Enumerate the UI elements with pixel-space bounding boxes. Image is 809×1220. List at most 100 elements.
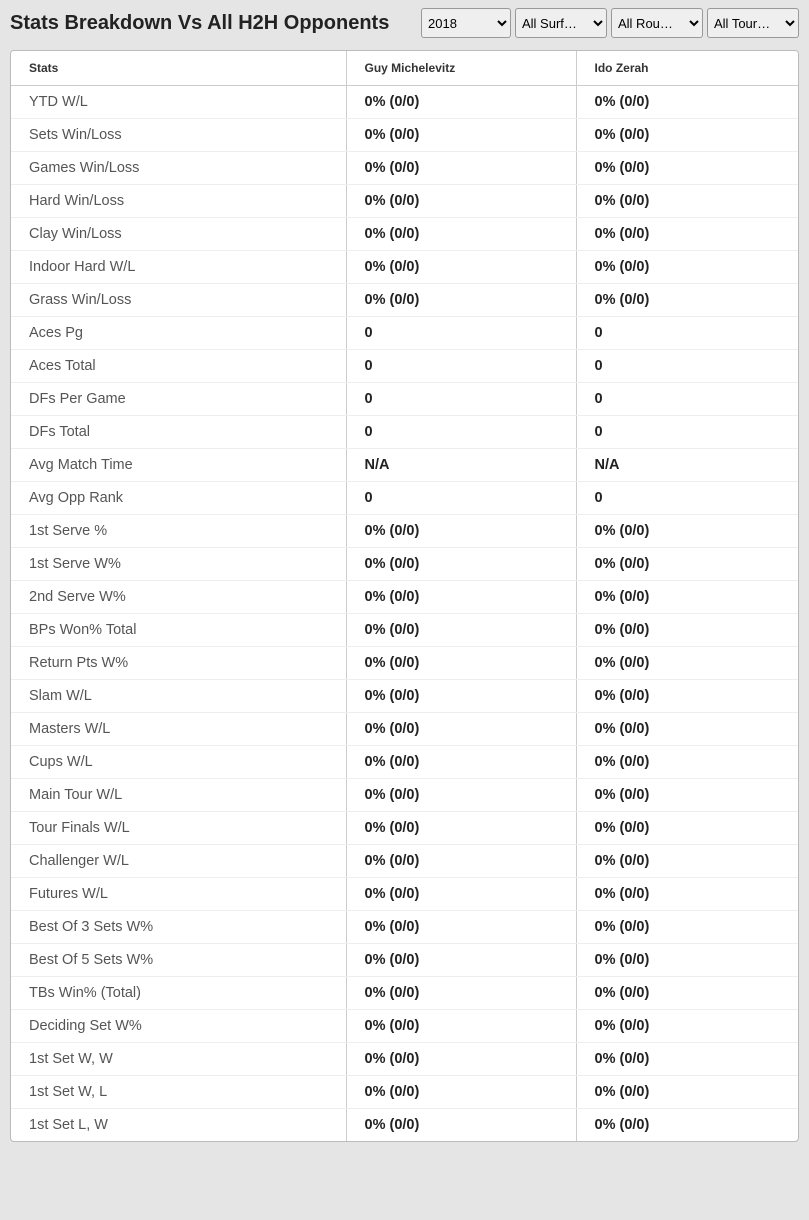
stat-value-player1: 0% (0/0) [346, 1109, 576, 1142]
stat-value-player1: 0 [346, 482, 576, 515]
stat-value-player1: 0% (0/0) [346, 911, 576, 944]
table-row: Cups W/L0% (0/0)0% (0/0) [11, 746, 798, 779]
filter-bar: 2018 All Surf… All Rou… All Tour… [421, 8, 799, 38]
col-header-player2: Ido Zerah [576, 51, 798, 86]
table-row: Indoor Hard W/L0% (0/0)0% (0/0) [11, 251, 798, 284]
stat-value-player2: 0% (0/0) [576, 977, 798, 1010]
stat-value-player2: 0% (0/0) [576, 746, 798, 779]
table-row: Sets Win/Loss0% (0/0)0% (0/0) [11, 119, 798, 152]
stat-value-player1: 0% (0/0) [346, 119, 576, 152]
table-row: Futures W/L0% (0/0)0% (0/0) [11, 878, 798, 911]
stat-value-player1: 0% (0/0) [346, 284, 576, 317]
stat-value-player1: 0 [346, 383, 576, 416]
surface-select[interactable]: All Surf… [515, 8, 607, 38]
stat-label: Slam W/L [11, 680, 346, 713]
stat-value-player2: 0 [576, 482, 798, 515]
stat-value-player2: 0% (0/0) [576, 1010, 798, 1043]
table-row: Return Pts W%0% (0/0)0% (0/0) [11, 647, 798, 680]
page-title: Stats Breakdown Vs All H2H Opponents [10, 12, 389, 35]
stat-label: Aces Total [11, 350, 346, 383]
stat-value-player2: 0% (0/0) [576, 284, 798, 317]
table-row: 1st Set W, L0% (0/0)0% (0/0) [11, 1076, 798, 1109]
stat-value-player1: 0% (0/0) [346, 878, 576, 911]
stat-value-player2: 0 [576, 317, 798, 350]
stat-value-player1: 0% (0/0) [346, 251, 576, 284]
table-row: Best Of 3 Sets W%0% (0/0)0% (0/0) [11, 911, 798, 944]
stat-value-player2: 0% (0/0) [576, 779, 798, 812]
stat-value-player1: 0% (0/0) [346, 152, 576, 185]
stat-value-player2: 0% (0/0) [576, 812, 798, 845]
stat-label: Aces Pg [11, 317, 346, 350]
stat-value-player2: 0% (0/0) [576, 119, 798, 152]
header: Stats Breakdown Vs All H2H Opponents 201… [0, 0, 809, 46]
stat-label: DFs Per Game [11, 383, 346, 416]
stat-label: DFs Total [11, 416, 346, 449]
stat-value-player2: 0% (0/0) [576, 845, 798, 878]
stat-value-player1: 0% (0/0) [346, 581, 576, 614]
stat-value-player2: 0% (0/0) [576, 251, 798, 284]
stat-value-player1: 0% (0/0) [346, 647, 576, 680]
table-row: Aces Total00 [11, 350, 798, 383]
stat-value-player2: 0 [576, 383, 798, 416]
stat-label: Clay Win/Loss [11, 218, 346, 251]
stat-value-player1: 0% (0/0) [346, 944, 576, 977]
stat-label: Masters W/L [11, 713, 346, 746]
year-select[interactable]: 2018 [421, 8, 511, 38]
stat-value-player2: 0% (0/0) [576, 944, 798, 977]
stat-value-player2: 0% (0/0) [576, 911, 798, 944]
stat-label: Tour Finals W/L [11, 812, 346, 845]
table-row: 1st Set W, W0% (0/0)0% (0/0) [11, 1043, 798, 1076]
stat-label: Main Tour W/L [11, 779, 346, 812]
stat-label: Sets Win/Loss [11, 119, 346, 152]
stat-value-player1: 0% (0/0) [346, 614, 576, 647]
stat-value-player1: 0% (0/0) [346, 845, 576, 878]
table-row: Challenger W/L0% (0/0)0% (0/0) [11, 845, 798, 878]
stat-label: Best Of 3 Sets W% [11, 911, 346, 944]
stat-label: Cups W/L [11, 746, 346, 779]
stat-value-player1: 0% (0/0) [346, 1043, 576, 1076]
stat-value-player1: 0% (0/0) [346, 86, 576, 119]
stat-value-player1: 0 [346, 317, 576, 350]
stat-label: Grass Win/Loss [11, 284, 346, 317]
table-row: Hard Win/Loss0% (0/0)0% (0/0) [11, 185, 798, 218]
table-row: 1st Serve W%0% (0/0)0% (0/0) [11, 548, 798, 581]
table-row: Best Of 5 Sets W%0% (0/0)0% (0/0) [11, 944, 798, 977]
stat-value-player1: 0% (0/0) [346, 713, 576, 746]
stat-label: TBs Win% (Total) [11, 977, 346, 1010]
col-header-stats: Stats [11, 51, 346, 86]
stat-label: 1st Set W, W [11, 1043, 346, 1076]
stat-label: Hard Win/Loss [11, 185, 346, 218]
round-select[interactable]: All Rou… [611, 8, 703, 38]
stat-value-player1: 0% (0/0) [346, 515, 576, 548]
table-row: Clay Win/Loss0% (0/0)0% (0/0) [11, 218, 798, 251]
stat-label: 1st Serve % [11, 515, 346, 548]
stat-value-player2: 0% (0/0) [576, 1076, 798, 1109]
stat-label: Challenger W/L [11, 845, 346, 878]
table-row: 2nd Serve W%0% (0/0)0% (0/0) [11, 581, 798, 614]
tour-select[interactable]: All Tour… [707, 8, 799, 38]
stat-label: BPs Won% Total [11, 614, 346, 647]
stat-value-player2: 0% (0/0) [576, 185, 798, 218]
table-row: Deciding Set W%0% (0/0)0% (0/0) [11, 1010, 798, 1043]
col-header-player1: Guy Michelevitz [346, 51, 576, 86]
stat-value-player2: 0% (0/0) [576, 647, 798, 680]
stat-label: 1st Set W, L [11, 1076, 346, 1109]
stat-label: Games Win/Loss [11, 152, 346, 185]
table-row: Grass Win/Loss0% (0/0)0% (0/0) [11, 284, 798, 317]
table-row: Avg Match TimeN/AN/A [11, 449, 798, 482]
stat-label: Deciding Set W% [11, 1010, 346, 1043]
stat-label: 1st Serve W% [11, 548, 346, 581]
stat-value-player1: 0% (0/0) [346, 812, 576, 845]
stat-label: 1st Set L, W [11, 1109, 346, 1142]
table-row: 1st Set L, W0% (0/0)0% (0/0) [11, 1109, 798, 1142]
stat-value-player2: 0% (0/0) [576, 614, 798, 647]
table-row: YTD W/L0% (0/0)0% (0/0) [11, 86, 798, 119]
stat-value-player2: 0% (0/0) [576, 878, 798, 911]
stat-value-player2: 0% (0/0) [576, 1109, 798, 1142]
stat-value-player1: N/A [346, 449, 576, 482]
stat-value-player1: 0% (0/0) [346, 1076, 576, 1109]
stat-value-player2: 0% (0/0) [576, 680, 798, 713]
table-row: Slam W/L0% (0/0)0% (0/0) [11, 680, 798, 713]
stat-value-player2: 0% (0/0) [576, 152, 798, 185]
stat-label: Return Pts W% [11, 647, 346, 680]
